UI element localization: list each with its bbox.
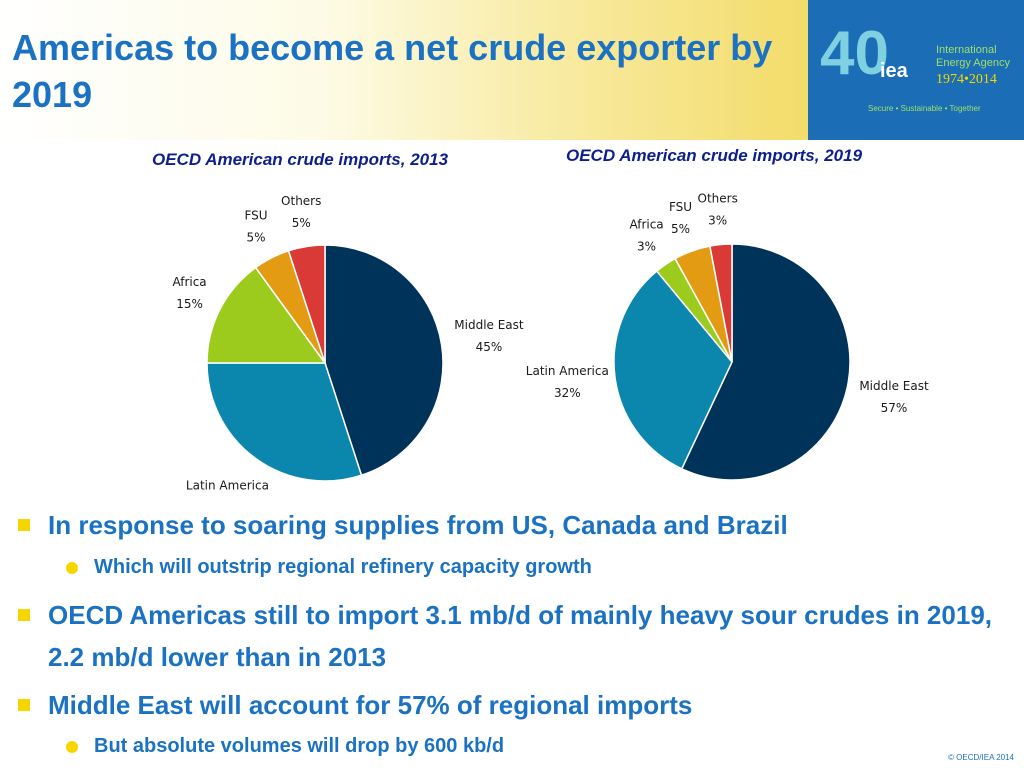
logo-years: 1974•2014 [936, 72, 997, 87]
pie-slice [206, 266, 327, 364]
slice-value-label: 57% [881, 401, 908, 415]
bullet-text: In response to soaring supplies from US,… [48, 510, 788, 540]
bullet-marker [66, 741, 78, 753]
slice-label: Africa [629, 217, 663, 231]
slice-label: FSU [244, 209, 267, 223]
bullet-text: Which will outstrip regional refinery ca… [94, 556, 592, 578]
slice-value-label: 5% [671, 222, 690, 236]
pie-slice [680, 243, 851, 481]
slice-value-label: 3% [708, 214, 727, 228]
slice-label: Others [698, 192, 738, 206]
slice-value-label: 3% [637, 239, 656, 253]
slice-value-label: 5% [246, 231, 265, 245]
slice-label: Latin America [186, 478, 269, 492]
pie-slice [206, 362, 363, 482]
slice-value-label: 15% [176, 297, 203, 311]
slice-value-label: 32% [554, 386, 581, 400]
pie-slice [613, 270, 733, 470]
footer: © OECD/IEA 2014 [948, 753, 1014, 762]
slice-label: Middle East [859, 379, 929, 393]
chart-title: OECD American crude imports, 2013 [152, 150, 449, 169]
logo-tagline: Secure • Sustainable • Together [868, 104, 981, 113]
pie-slice [287, 244, 326, 364]
pie-slice [709, 243, 733, 363]
bullet-marker [18, 519, 30, 531]
header-image [0, 0, 808, 140]
logo: 40 iea International Energy Agency 1974•… [808, 0, 1024, 140]
bullet-marker [18, 699, 30, 711]
bullet-marker [66, 562, 78, 574]
bullet-marker [18, 609, 30, 621]
logo-acronym: iea [880, 60, 908, 82]
slide-title: Americas to become a net crude exporter … [12, 27, 773, 115]
slice-label: FSU [669, 200, 692, 214]
chart-title: OECD American crude imports, 2019 [566, 146, 863, 165]
slice-label: Latin America [526, 364, 609, 378]
slice-value-label: 45% [476, 340, 503, 354]
slice-label: Middle East [454, 318, 524, 332]
bullet-text: OECD Americas still to import 3.1 mb/d o… [48, 600, 992, 672]
bullet-text: Middle East will account for 57% of regi… [48, 690, 693, 720]
logo-number: 40 [820, 19, 889, 88]
slice-value-label: 5% [292, 216, 311, 230]
bullet-text: But absolute volumes will drop by 600 kb… [94, 735, 505, 757]
slice-label: Africa [172, 275, 206, 289]
logo-name: International Energy Agency [936, 44, 1010, 69]
slice-label: Others [281, 194, 321, 208]
pie-slice [324, 244, 444, 477]
